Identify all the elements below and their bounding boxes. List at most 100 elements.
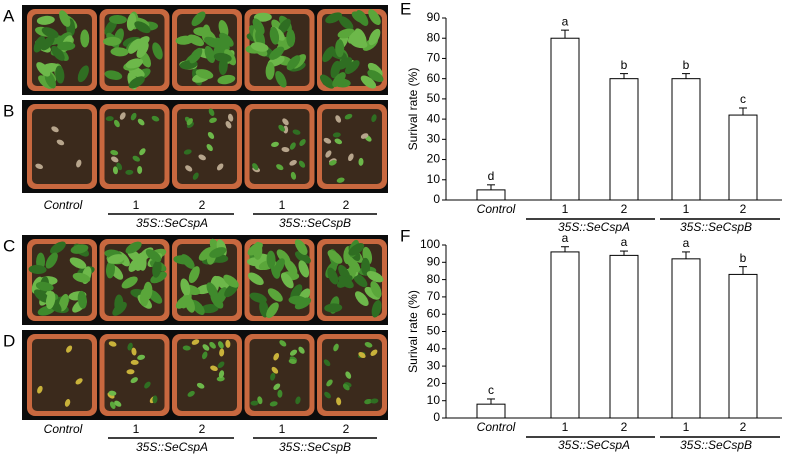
leaf xyxy=(298,160,306,168)
leaf xyxy=(225,339,231,348)
leaf xyxy=(352,273,368,288)
x-tick-label: 1 xyxy=(683,202,690,216)
y-tick-label: 10 xyxy=(427,393,441,407)
leaf xyxy=(66,345,73,353)
leaf xyxy=(324,391,331,399)
leaf xyxy=(116,162,123,171)
leaf xyxy=(332,78,351,88)
bar xyxy=(728,273,758,419)
leaf xyxy=(271,141,279,148)
leaf xyxy=(109,401,116,410)
leaf xyxy=(204,45,216,64)
leaf xyxy=(200,304,219,314)
leaf xyxy=(269,46,285,60)
leaf xyxy=(319,74,335,89)
leaf xyxy=(361,257,371,276)
leaf xyxy=(195,69,214,79)
leaf xyxy=(107,254,125,264)
leaf xyxy=(108,14,127,24)
leaf xyxy=(137,354,146,360)
group-label: 35S::SeCspA xyxy=(136,440,208,454)
leaf xyxy=(247,272,264,286)
leaf xyxy=(55,65,65,84)
leaf xyxy=(280,272,294,289)
panel-label: B xyxy=(3,101,14,120)
leaf xyxy=(218,370,225,379)
leaf xyxy=(186,118,193,126)
leaf xyxy=(130,112,137,121)
line-label: 1 xyxy=(133,198,140,212)
leaf xyxy=(277,389,283,398)
leaf xyxy=(327,250,343,264)
leaf xyxy=(105,260,116,279)
leaf xyxy=(278,124,285,132)
y-tick-label: 100 xyxy=(420,237,440,251)
bar xyxy=(550,251,580,419)
leaf xyxy=(275,70,287,88)
leaf xyxy=(250,42,269,52)
bar xyxy=(671,258,701,419)
leaf xyxy=(191,11,206,27)
leaf xyxy=(144,381,151,389)
leaf xyxy=(70,244,89,254)
significance-letter: a xyxy=(562,14,569,28)
leaf xyxy=(356,9,369,26)
leaf xyxy=(51,126,59,133)
leaf xyxy=(328,160,337,166)
panel-label: C xyxy=(3,236,15,255)
significance-letter: b xyxy=(621,58,628,72)
leaf xyxy=(112,166,118,175)
leaf xyxy=(152,42,163,60)
leaf xyxy=(173,255,192,265)
leaf xyxy=(137,165,143,174)
leaf xyxy=(371,299,382,318)
leaf xyxy=(223,274,239,288)
leaf xyxy=(289,142,296,150)
leaf xyxy=(292,129,301,135)
leaf xyxy=(366,270,384,283)
leaf xyxy=(191,339,200,345)
leaf xyxy=(77,290,87,309)
leaf xyxy=(126,13,137,31)
leaf xyxy=(370,281,382,298)
leaf xyxy=(288,358,297,364)
y-tick-label: 20 xyxy=(427,152,441,166)
leaf xyxy=(368,9,381,25)
leaf xyxy=(130,359,139,365)
leaf xyxy=(298,346,305,354)
leaf xyxy=(189,47,203,64)
leaf xyxy=(286,55,301,71)
leaf xyxy=(324,303,343,313)
x-tick-label: 1 xyxy=(562,202,569,216)
y-tick-label: 30 xyxy=(427,132,441,146)
leaf xyxy=(51,45,65,61)
significance-letter: a xyxy=(562,231,569,245)
x-tick-label: 1 xyxy=(683,420,690,434)
bar xyxy=(609,254,639,419)
soil xyxy=(32,109,92,184)
leaf xyxy=(332,132,341,138)
leaf xyxy=(269,26,280,45)
leaf xyxy=(36,62,51,77)
leaf xyxy=(45,252,58,269)
leaf xyxy=(294,239,308,255)
leaf xyxy=(370,349,378,356)
leaf xyxy=(282,118,289,126)
y-tick-label: 0 xyxy=(433,192,440,206)
leaf xyxy=(289,349,298,356)
leaf xyxy=(348,243,365,256)
leaf xyxy=(216,376,225,382)
leaf xyxy=(290,171,297,180)
leaf xyxy=(126,369,135,375)
significance-letter: b xyxy=(740,251,747,265)
leaf xyxy=(259,299,269,318)
leaf xyxy=(325,150,332,158)
leaf xyxy=(137,118,145,126)
group-label: 35S::SeCspB xyxy=(680,438,752,452)
leaf xyxy=(368,28,381,46)
leaf xyxy=(105,116,114,122)
leaf xyxy=(360,133,369,139)
leaf xyxy=(209,117,217,123)
x-tick-label: 2 xyxy=(740,202,747,216)
line-label: 1 xyxy=(279,198,286,212)
